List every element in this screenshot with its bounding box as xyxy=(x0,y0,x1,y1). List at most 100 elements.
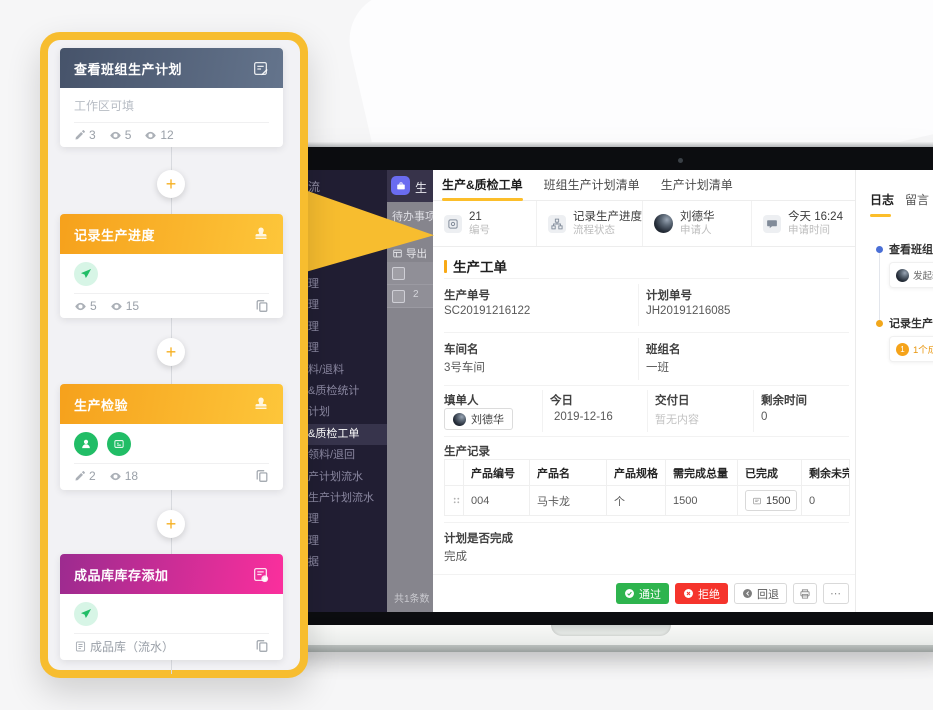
meta-flow-label: 流程状态 xyxy=(573,224,615,236)
record-count: 共1条数 xyxy=(394,594,430,605)
team-label: 班组名 xyxy=(646,344,681,356)
back-circle-icon xyxy=(743,589,752,598)
reject-button[interactable]: 拒绝 xyxy=(675,583,728,604)
divider xyxy=(74,633,269,634)
card-body xyxy=(60,594,283,626)
print-button[interactable] xyxy=(793,583,817,604)
send-icon xyxy=(74,602,98,626)
sidebar-item-active[interactable]: &质检工单 xyxy=(305,423,387,446)
copy-icon[interactable] xyxy=(255,299,269,313)
prod-no-label: 生产单号 xyxy=(444,290,490,302)
prod-no-value: SC20191216122 xyxy=(444,305,531,317)
todo-label: 待办事项 xyxy=(392,211,433,223)
divider xyxy=(444,436,849,437)
flow-card-inventory-add[interactable]: 成品库库存添加 成品库（流水） xyxy=(60,554,283,660)
flow-card-production-inspection[interactable]: 生产检验 2 18 xyxy=(60,384,283,490)
sidebar-item[interactable]: 产计划流水 xyxy=(308,470,363,483)
copy-icon[interactable] xyxy=(255,639,269,653)
app-logo-icon xyxy=(391,176,410,195)
plus-icon: + xyxy=(165,341,177,362)
tab-team-plan-list[interactable]: 班组生产计划清单 xyxy=(543,177,640,192)
production-record-table: 产品编号 产品名 产品规格 需完成总量 已完成 剩余未完成 004 马卡龙 个 … xyxy=(444,459,850,516)
cell-done: 1500 xyxy=(737,485,802,516)
sidebar-item[interactable]: 生产计划流水 xyxy=(308,491,374,504)
card-header: 成品库库存添加 xyxy=(60,554,283,594)
sidebar-item[interactable]: 理 xyxy=(308,278,319,290)
flow-card-view-team-plan[interactable]: 查看班组生产计划 工作区可填 3 5 12 xyxy=(60,48,283,147)
divider xyxy=(74,463,269,464)
eye-icon xyxy=(145,131,157,139)
detail-tabbar: 生产&质检工单 班组生产计划清单 生产计划清单 xyxy=(433,170,855,201)
send-icon xyxy=(74,262,98,286)
sidebar-item[interactable]: 料/退料 xyxy=(308,363,345,376)
list-row[interactable]: 2 xyxy=(387,285,433,308)
view-stat: 18 xyxy=(109,469,138,483)
card-title: 生产检验 xyxy=(74,397,129,413)
tab-production-qc-order[interactable]: 生产&质检工单 xyxy=(442,170,523,201)
row-checkbox[interactable] xyxy=(392,290,405,303)
eye-icon xyxy=(75,302,86,310)
row-number: 2 xyxy=(413,289,419,300)
done-input[interactable]: 1500 xyxy=(745,490,798,511)
more-button[interactable]: ⋯ xyxy=(823,583,849,604)
card-footer: 成品库（流水） xyxy=(60,634,283,658)
laptop-base-edge xyxy=(286,645,933,652)
add-step-button[interactable]: + xyxy=(157,338,185,366)
sidebar-item[interactable]: 理 xyxy=(308,513,319,526)
drag-handle-icon[interactable] xyxy=(444,485,464,516)
filler-user-chip[interactable]: 刘德华 xyxy=(444,408,513,430)
avatar xyxy=(654,214,673,233)
sidebar-item[interactable]: 理 xyxy=(308,342,319,355)
delivery-placeholder: 暂无内容 xyxy=(655,414,699,426)
sidebar-item[interactable]: &质检统计 xyxy=(308,384,360,397)
log-entry-card[interactable]: 发起新的 xyxy=(889,262,933,288)
tab-log[interactable]: 日志 xyxy=(870,193,895,207)
database-add-icon xyxy=(252,566,269,583)
x-circle-icon xyxy=(684,589,693,598)
view-stat: 5 xyxy=(109,128,131,142)
timeline-dot-blue xyxy=(876,246,883,253)
add-step-button[interactable]: + xyxy=(157,170,185,198)
tab-plan-list[interactable]: 生产计划清单 xyxy=(660,177,733,192)
row-checkbox[interactable] xyxy=(392,267,405,280)
list-row[interactable] xyxy=(387,262,433,285)
export-button[interactable]: 导出 xyxy=(392,246,427,261)
sidebar-item[interactable]: 理 xyxy=(308,534,319,547)
col-done: 已完成 xyxy=(737,459,802,486)
eye-icon xyxy=(110,302,122,310)
rollback-button[interactable]: 回退 xyxy=(734,583,787,604)
copy-icon[interactable] xyxy=(255,469,269,483)
form-edit-icon xyxy=(252,60,269,77)
cell-spec: 个 xyxy=(606,485,666,516)
card-body xyxy=(60,254,283,286)
sidebar-item[interactable]: 据 xyxy=(308,556,319,569)
plan-done-value: 完成 xyxy=(444,551,467,563)
plan-no-value: JH20191216085 xyxy=(646,305,731,317)
meta-applicant-label: 申请人 xyxy=(680,224,712,236)
col-total: 需完成总量 xyxy=(665,459,738,486)
log-panel: 日志 留言 查看班组生产计 发起新的 记录生产进度 1 1个成员处 xyxy=(855,170,933,612)
approve-button[interactable]: 通过 xyxy=(616,583,669,604)
section-accent-bar xyxy=(444,259,447,273)
log-entry-title: 查看班组生产计 xyxy=(889,244,933,256)
col-product-no: 产品编号 xyxy=(463,459,530,486)
divider xyxy=(444,278,849,279)
sidebar-item[interactable]: 理 xyxy=(308,299,319,312)
sheet-ref: 成品库（流水） xyxy=(74,638,174,655)
number-icon xyxy=(444,214,462,233)
log-entry-card[interactable]: 1 1个成员处 xyxy=(889,336,933,362)
meta-flow-value: 记录生产进度 xyxy=(573,211,642,223)
sidebar-item[interactable]: 理 xyxy=(308,320,319,333)
tab-comment[interactable]: 留言 xyxy=(905,193,930,207)
sidebar-item[interactable]: 计划 xyxy=(308,406,330,419)
col-product-name: 产品名 xyxy=(529,459,607,486)
sidebar-item[interactable]: 领料/退回 xyxy=(308,449,356,462)
add-step-button[interactable]: + xyxy=(157,510,185,538)
note-icon xyxy=(75,641,86,651)
flow-card-record-progress[interactable]: 记录生产进度 5 15 xyxy=(60,214,283,318)
page-title-clipped: 生 xyxy=(415,181,428,195)
section-title: 生产工单 xyxy=(453,260,507,275)
delivery-label: 交付日 xyxy=(655,395,690,407)
divider xyxy=(753,390,754,432)
stamp-icon xyxy=(253,396,269,412)
